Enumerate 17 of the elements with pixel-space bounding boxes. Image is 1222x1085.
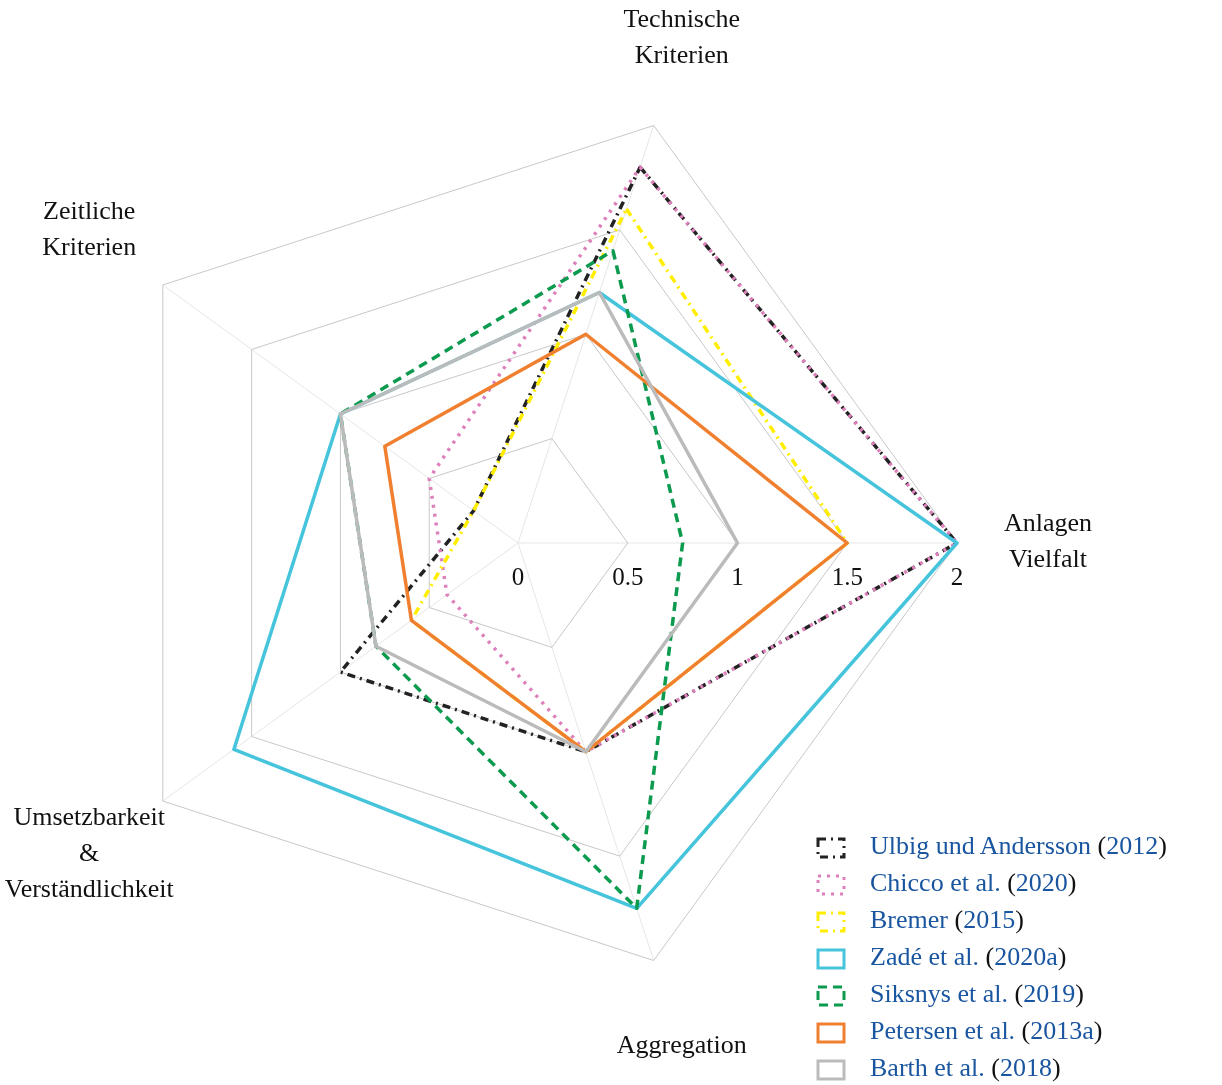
spoke-label: Zeitliche Kriterien	[42, 196, 137, 262]
y-tick-label: 2	[950, 563, 964, 590]
legend-label: Bremer (2015)	[870, 904, 1024, 934]
spoke-label: Aggregation	[616, 1030, 747, 1060]
y-tick-label: 0	[511, 563, 525, 590]
y-tick-label: 1	[731, 563, 744, 590]
legend-label: Siksnys et al. (2019)	[870, 978, 1084, 1008]
legend-label: Zadé et al. (2020a)	[870, 941, 1067, 971]
legend-label: Petersen et al. (2013a)	[870, 1015, 1103, 1045]
spoke-label: Technische Kriterien	[623, 3, 741, 69]
y-tick-label: 1.5	[831, 563, 863, 590]
spoke-label: Umsetzbarkeit & Verständlichkeit	[4, 801, 175, 903]
legend-label: Chicco et al. (2020)	[870, 867, 1077, 897]
y-tick-label: 0.5	[612, 563, 644, 590]
spoke-label: Anlagen Vielfalt	[1003, 507, 1093, 573]
legend-label: Barth et al. (2018)	[870, 1052, 1061, 1082]
legend-label: Ulbig und Andersson (2012)	[870, 830, 1167, 860]
